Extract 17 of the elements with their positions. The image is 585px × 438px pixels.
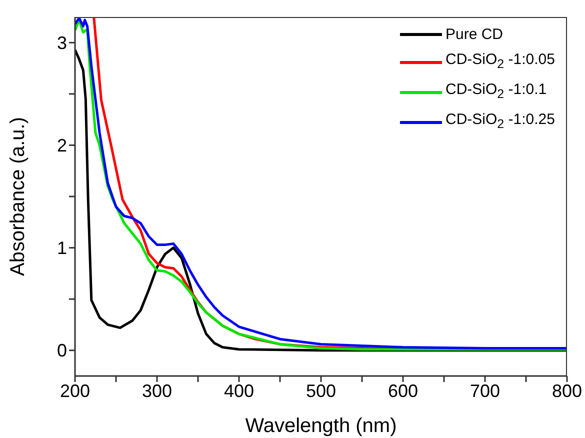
x-tick-label: 700 (470, 380, 500, 401)
x-tick-label: 200 (60, 380, 90, 401)
x-tick-label: 300 (142, 380, 172, 401)
y-tick-label: 1 (56, 238, 67, 258)
y-tick-label: 3 (56, 33, 67, 54)
legend-label: CD-SiO$_{2}$ -1:0.1 (446, 80, 547, 103)
x-tick-label: 400 (224, 380, 254, 401)
x-tick-label: 500 (306, 380, 336, 401)
x-tick-label: 600 (388, 380, 418, 401)
y-tick-label: 0 (56, 340, 67, 361)
x-tick-label: 800 (552, 380, 582, 401)
legend-label: CD-SiO$_{2}$ -1:0.25 (446, 110, 555, 133)
legend-label: Pure CD (446, 25, 504, 45)
legend-label: CD-SiO$_{2}$ -1:0.05 (446, 50, 555, 73)
y-axis-title: Absorbance (a.u.) (7, 117, 29, 276)
x-axis-title: Wavelength (nm) (245, 415, 397, 437)
y-tick-label: 2 (56, 136, 67, 156)
